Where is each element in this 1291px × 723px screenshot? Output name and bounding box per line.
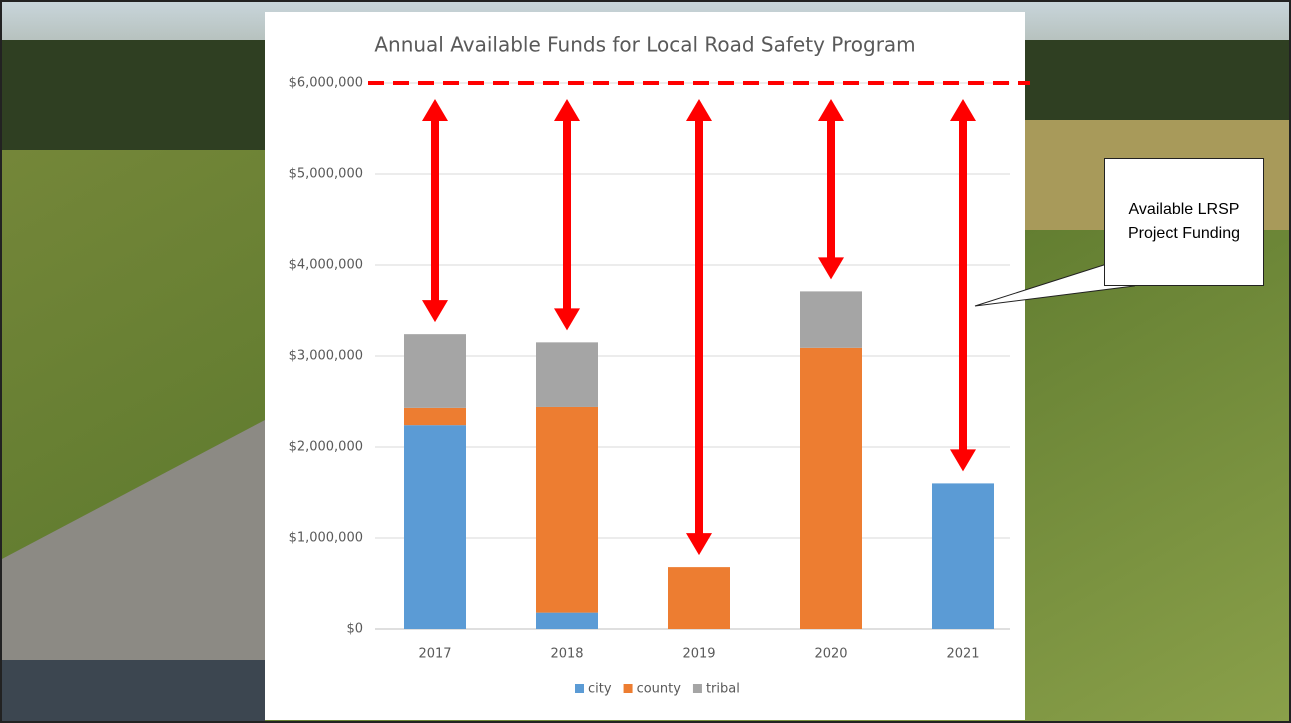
gap-arrow-head [686, 99, 712, 121]
gap-arrow-shaft [959, 117, 967, 453]
y-tick-label: $5,000,000 [289, 167, 363, 182]
legend-swatch [624, 684, 633, 693]
chart: Annual Available Funds for Local Road Sa… [0, 0, 1291, 723]
gap-arrow-shaft [563, 117, 571, 312]
legend-label: city [588, 682, 612, 697]
gap-arrow-head [950, 449, 976, 471]
y-tick-label: $6,000,000 [289, 76, 363, 91]
gap-arrow-shaft [431, 117, 439, 304]
y-tick-label: $1,000,000 [289, 531, 363, 546]
x-tick-label: 2017 [418, 647, 451, 662]
y-tick-label: $4,000,000 [289, 258, 363, 273]
gap-arrow-shaft [695, 117, 703, 537]
gap-arrow-head [554, 99, 580, 121]
bar-segment [800, 291, 862, 347]
gap-arrow-head [422, 99, 448, 121]
legend-label: tribal [706, 682, 740, 697]
gap-arrow-shaft [827, 117, 835, 261]
legend-swatch [693, 684, 702, 693]
y-tick-label: $3,000,000 [289, 349, 363, 364]
bar-segment [668, 567, 730, 629]
x-tick-label: 2020 [814, 647, 847, 662]
bar-segment [536, 407, 598, 613]
gap-arrow-head [422, 300, 448, 322]
gap-arrow-head [950, 99, 976, 121]
bar-segment [932, 483, 994, 629]
chart-title: Annual Available Funds for Local Road Sa… [374, 33, 915, 57]
gap-arrow-head [686, 533, 712, 555]
callout: Available LRSP Project Funding [1104, 158, 1264, 286]
x-tick-label: 2021 [946, 647, 979, 662]
legend-label: county [637, 682, 682, 697]
page: Annual Available Funds for Local Road Sa… [0, 0, 1291, 723]
gap-arrow-head [818, 257, 844, 279]
bar-segment [404, 425, 466, 629]
legend-swatch [575, 684, 584, 693]
bar-segment [404, 334, 466, 408]
y-tick-label: $2,000,000 [289, 440, 363, 455]
x-tick-label: 2019 [682, 647, 715, 662]
gap-arrow-head [818, 99, 844, 121]
gap-arrow-head [554, 308, 580, 330]
x-tick-label: 2018 [550, 647, 583, 662]
bar-segment [536, 342, 598, 407]
y-tick-label: $0 [346, 622, 363, 637]
bar-segment [404, 408, 466, 425]
bar-segment [800, 348, 862, 629]
bar-segment [536, 613, 598, 629]
